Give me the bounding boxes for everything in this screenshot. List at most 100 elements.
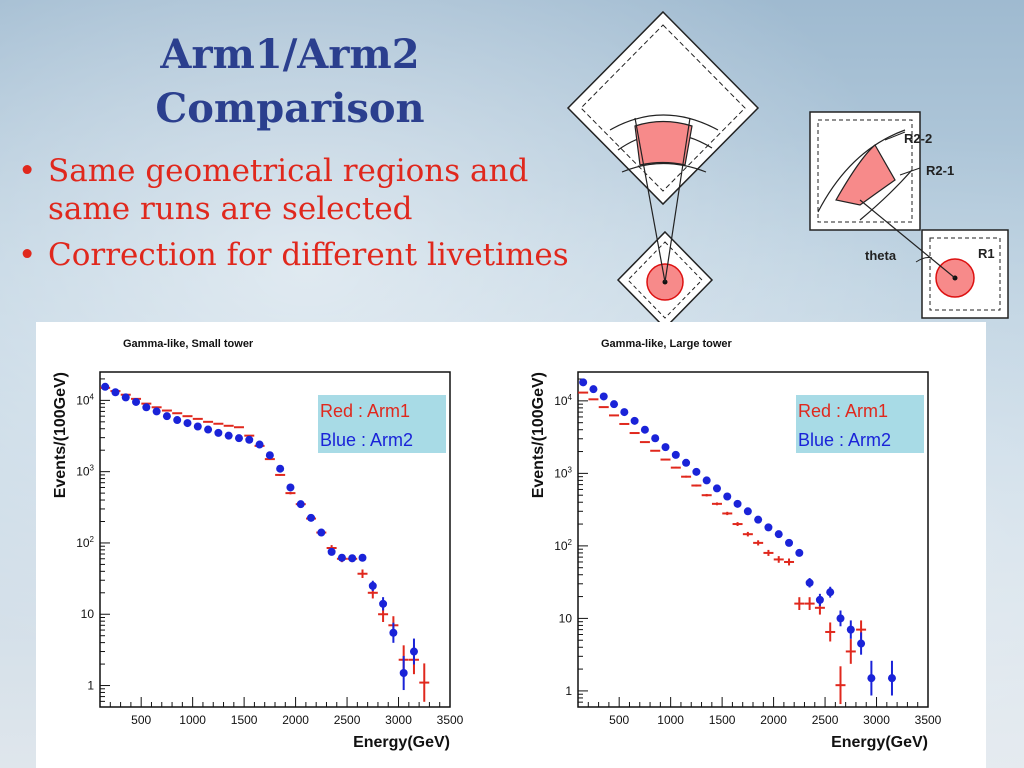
small-tower-diamond [616, 117, 714, 330]
title-line-1: Arm1/Arm2 [160, 31, 420, 78]
data-point-arm2 [579, 378, 588, 387]
data-point-arm2 [276, 464, 285, 473]
x-tick-label: 3500 [915, 713, 942, 727]
data-point-arm2 [723, 492, 732, 501]
y-axis-title: Events/(100GeV) [52, 372, 69, 498]
bullet-item: • Correction for different livetimes [16, 236, 576, 274]
data-point-arm2 [183, 419, 192, 428]
title-line-2: Comparison [155, 85, 425, 132]
bullet-text-2: Correction for different livetimes [48, 237, 569, 273]
slide-title: Arm1/Arm2 Comparison [90, 28, 490, 136]
data-point-arm2 [379, 599, 388, 608]
data-point-arm2 [867, 674, 876, 683]
data-point-arm2 [173, 416, 182, 425]
x-tick-label: 3000 [385, 713, 412, 727]
data-point-arm2 [317, 528, 326, 537]
data-point-arm2 [610, 400, 619, 409]
label-r2-2: R2-2 [904, 131, 932, 146]
data-point-arm2 [805, 578, 814, 587]
x-tick-label: 1000 [179, 713, 206, 727]
data-point-arm2 [682, 458, 691, 467]
data-point-arm2 [132, 397, 141, 406]
data-point-arm2 [348, 554, 357, 563]
data-point-arm2 [589, 385, 598, 394]
x-tick-label: 2000 [282, 713, 309, 727]
chart-small-tower: Gamma-like, Small tower 500 1000 1500 2000 25… [52, 338, 464, 751]
label-r2-1: R2-1 [926, 163, 954, 178]
series-arm2 [101, 382, 418, 691]
data-point-arm2 [121, 393, 130, 402]
data-point-arm2 [599, 392, 608, 401]
data-point-arm2 [193, 422, 202, 431]
data-point-arm2 [152, 407, 161, 416]
legend-entry-arm1: Red : Arm1 [798, 401, 888, 421]
bullet-dot: • [18, 153, 37, 189]
legend-entry-arm2: Blue : Arm2 [320, 430, 413, 450]
y-tick-label: 104 [76, 392, 94, 407]
data-point-arm2 [743, 507, 752, 516]
x-tick-label: 500 [131, 713, 151, 727]
data-point-arm2 [111, 388, 120, 397]
chart-large-tower: Gamma-like, Large tower 500 1000 1500 2000 25… [530, 338, 942, 751]
data-point-arm2 [661, 443, 670, 452]
data-point-arm2 [409, 647, 418, 656]
data-point-arm2 [307, 513, 316, 522]
data-point-arm2 [712, 484, 721, 493]
chart-title: Gamma-like, Small tower [123, 338, 254, 350]
label-r1: R1 [978, 246, 995, 261]
x-axis-title: Energy(GeV) [831, 734, 928, 751]
data-point-arm2 [846, 625, 855, 634]
y-tick-label: 102 [76, 535, 94, 550]
data-point-arm2 [389, 628, 398, 637]
data-point-arm2 [826, 588, 835, 597]
bullet-text-1: Same geometrical regions and same runs a… [48, 153, 529, 227]
x-tick-label: 1000 [657, 713, 684, 727]
bullet-item: • Same geometrical regions and same runs … [16, 152, 576, 228]
series-arm2 [579, 378, 896, 696]
label-theta: theta [865, 248, 897, 263]
data-point-arm2 [630, 416, 639, 425]
series-arm1 [578, 391, 867, 705]
y-tick-label: 10 [81, 607, 95, 621]
data-point-arm2 [245, 435, 254, 444]
x-tick-label: 3500 [437, 713, 464, 727]
data-point-arm2 [702, 476, 711, 485]
data-point-arm2 [296, 500, 305, 509]
data-point-arm2 [337, 553, 346, 562]
legend-box [318, 395, 446, 453]
bullet-dot: • [18, 237, 37, 273]
y-tick-label: 1 [565, 684, 572, 698]
data-point-arm2 [754, 515, 763, 524]
legend-box [796, 395, 924, 453]
detector-geometry-diagram: R2-2 R2-1 theta R1 [566, 10, 1009, 330]
legend-entry-arm1: Red : Arm1 [320, 401, 410, 421]
data-point-arm2 [368, 581, 377, 590]
data-point-arm2 [836, 614, 845, 623]
y-tick-label: 103 [554, 465, 572, 480]
data-point-arm2 [255, 440, 264, 449]
large-tower-square [809, 111, 921, 231]
y-tick-label: 104 [554, 393, 572, 408]
data-point-arm2 [101, 382, 110, 391]
data-point-arm2 [204, 425, 213, 434]
x-tick-label: 2000 [760, 713, 787, 727]
data-point-arm2 [785, 538, 794, 547]
chart-title: Gamma-like, Large tower [601, 338, 733, 350]
data-point-arm2 [265, 451, 274, 460]
large-tower-diamond [566, 10, 760, 206]
x-tick-label: 3000 [863, 713, 890, 727]
x-tick-label: 500 [609, 713, 629, 727]
data-point-arm2 [671, 450, 680, 459]
legend: Red : Arm1 Blue : Arm2 [796, 395, 924, 453]
y-tick-label: 102 [554, 538, 572, 553]
y-tick-label: 103 [76, 464, 94, 479]
data-point-arm2 [214, 428, 223, 437]
data-point-arm2 [815, 595, 824, 604]
data-point-arm2 [857, 639, 866, 648]
data-point-arm2 [358, 553, 367, 562]
x-tick-label: 1500 [709, 713, 736, 727]
y-tick-label: 10 [559, 611, 573, 625]
data-point-arm2 [286, 483, 295, 492]
data-point-arm2 [640, 425, 649, 434]
legend-entry-arm2: Blue : Arm2 [798, 430, 891, 450]
